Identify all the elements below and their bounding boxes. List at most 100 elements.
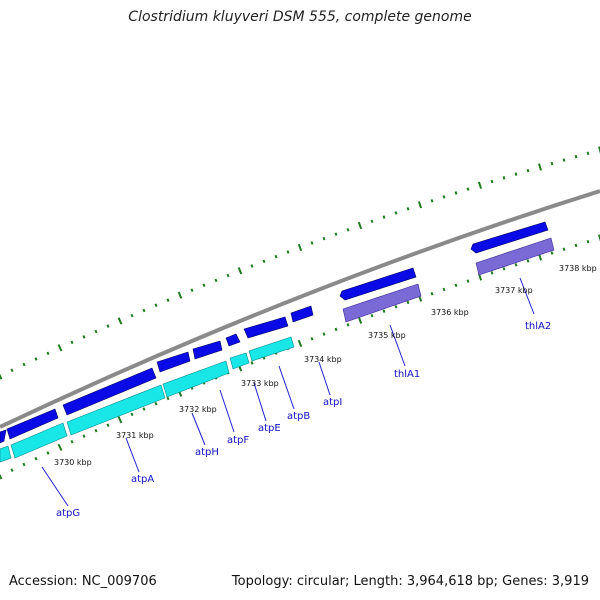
gene-atpB[interactable] — [248, 336, 295, 362]
coord-label: 3730 kbp — [54, 458, 92, 467]
tick-mark — [322, 236, 326, 241]
tick-mark — [430, 199, 434, 203]
tick-mark — [394, 305, 398, 309]
tick-mark — [466, 187, 470, 191]
tick-mark — [94, 329, 98, 334]
tick-mark — [94, 428, 98, 433]
tick-mark — [442, 287, 446, 292]
tick-mark — [250, 264, 254, 268]
leader-thlA2 — [519, 277, 535, 315]
topology-label: Topology: circular; Length: 3,964,618 bp… — [231, 574, 589, 589]
tick-mark — [82, 434, 86, 438]
tick-mark — [10, 468, 14, 472]
atp-operon-genes — [0, 336, 295, 463]
gene-atpE[interactable] — [229, 352, 250, 370]
gene-label-atpA[interactable]: atpA — [131, 474, 154, 485]
coord-label: 3734 kbp — [304, 355, 342, 364]
tick-mark — [166, 396, 170, 401]
leader-atpG — [41, 466, 69, 507]
gene-atpG[interactable] — [0, 445, 12, 463]
coord-label: 3737 kbp — [495, 286, 533, 295]
gene-atpF[interactable] — [162, 360, 230, 398]
gene-label-thlA2[interactable]: thlA2 — [525, 321, 551, 332]
tick-mark — [574, 243, 578, 248]
gene-atpA[interactable] — [10, 422, 68, 459]
tick-mark — [10, 368, 14, 373]
tick-mark — [106, 423, 110, 427]
gene-atpH[interactable] — [66, 384, 166, 436]
tick-mark — [286, 250, 290, 254]
gene-arrow[interactable] — [0, 429, 7, 444]
gene-label-atpI[interactable]: atpI — [323, 397, 342, 408]
tick-mark — [177, 291, 183, 299]
gene-arrow[interactable] — [62, 367, 157, 416]
tick-mark — [310, 241, 314, 245]
tick-mark — [214, 278, 218, 283]
gene-arrow[interactable] — [339, 267, 417, 301]
tick-mark — [237, 267, 243, 275]
gene-label-atpH[interactable]: atpH — [195, 447, 219, 458]
gene-arrow[interactable] — [192, 340, 223, 360]
coord-label: 3731 kbp — [116, 431, 154, 440]
gene-arrow[interactable] — [156, 351, 191, 373]
tick-mark — [526, 259, 530, 263]
gene-label-thlA1[interactable]: thlA1 — [394, 369, 420, 380]
leader-atpB — [278, 365, 295, 410]
gene-arrow[interactable] — [290, 305, 314, 323]
gene-label-atpG[interactable]: atpG — [56, 508, 80, 519]
tick-mark — [0, 373, 3, 380]
tick-mark — [106, 324, 110, 328]
tick-mark — [430, 291, 434, 296]
tick-mark — [346, 323, 350, 327]
tick-mark — [598, 146, 600, 154]
gene-thlA2[interactable] — [475, 237, 555, 276]
tick-mark — [310, 337, 314, 341]
tick-mark — [34, 456, 38, 461]
tick-mark — [357, 221, 363, 230]
leader-atpH — [191, 412, 206, 446]
gene-arrow[interactable] — [225, 333, 241, 347]
tick-mark — [154, 303, 158, 308]
leader-thlA1 — [389, 324, 406, 367]
tick-mark — [477, 181, 483, 189]
tick-mark — [346, 228, 350, 232]
tick-mark — [526, 168, 530, 173]
coord-label: 3733 kbp — [241, 379, 279, 388]
tick-mark — [562, 247, 566, 252]
accession-label: Accession: NC_009706 — [9, 574, 157, 589]
tick-mark — [297, 339, 303, 348]
leader-atpI — [318, 361, 331, 396]
gene-arrow[interactable] — [470, 221, 549, 254]
coord-label: 3735 kbp — [368, 331, 406, 340]
gene-label-atpF[interactable]: atpF — [227, 435, 249, 446]
tick-mark — [117, 317, 123, 325]
tick-mark — [454, 283, 458, 288]
gene-label-atpE[interactable]: atpE — [258, 423, 281, 434]
tick-mark — [0, 473, 3, 480]
tick-mark — [22, 462, 26, 467]
gene-label-atpB[interactable]: atpB — [287, 411, 310, 422]
tick-mark — [202, 283, 206, 288]
tick-mark — [357, 316, 363, 324]
gene-arrow[interactable] — [6, 408, 59, 440]
coord-label: 3732 kbp — [179, 405, 217, 414]
tick-mark — [70, 340, 74, 345]
tick-mark — [166, 298, 170, 302]
tick-mark — [550, 161, 554, 166]
tick-mark — [70, 439, 74, 444]
tick-mark — [322, 332, 326, 336]
tick-mark — [274, 254, 278, 259]
coord-label: 3736 kbp — [431, 308, 469, 317]
coordinate-labels: 3730 kbp 3731 kbp 3732 kbp 3733 kbp 3734… — [54, 264, 597, 467]
tick-mark — [406, 300, 410, 305]
tick-mark — [334, 232, 338, 236]
genome-backbone — [0, 189, 600, 429]
tick-mark — [82, 335, 86, 339]
inner-tick-track — [0, 234, 600, 480]
tick-mark — [574, 154, 578, 159]
gene-thlA1[interactable] — [342, 283, 422, 323]
outer-tick-track — [0, 146, 600, 380]
gene-arrow[interactable] — [243, 316, 289, 339]
tick-mark — [130, 412, 134, 417]
